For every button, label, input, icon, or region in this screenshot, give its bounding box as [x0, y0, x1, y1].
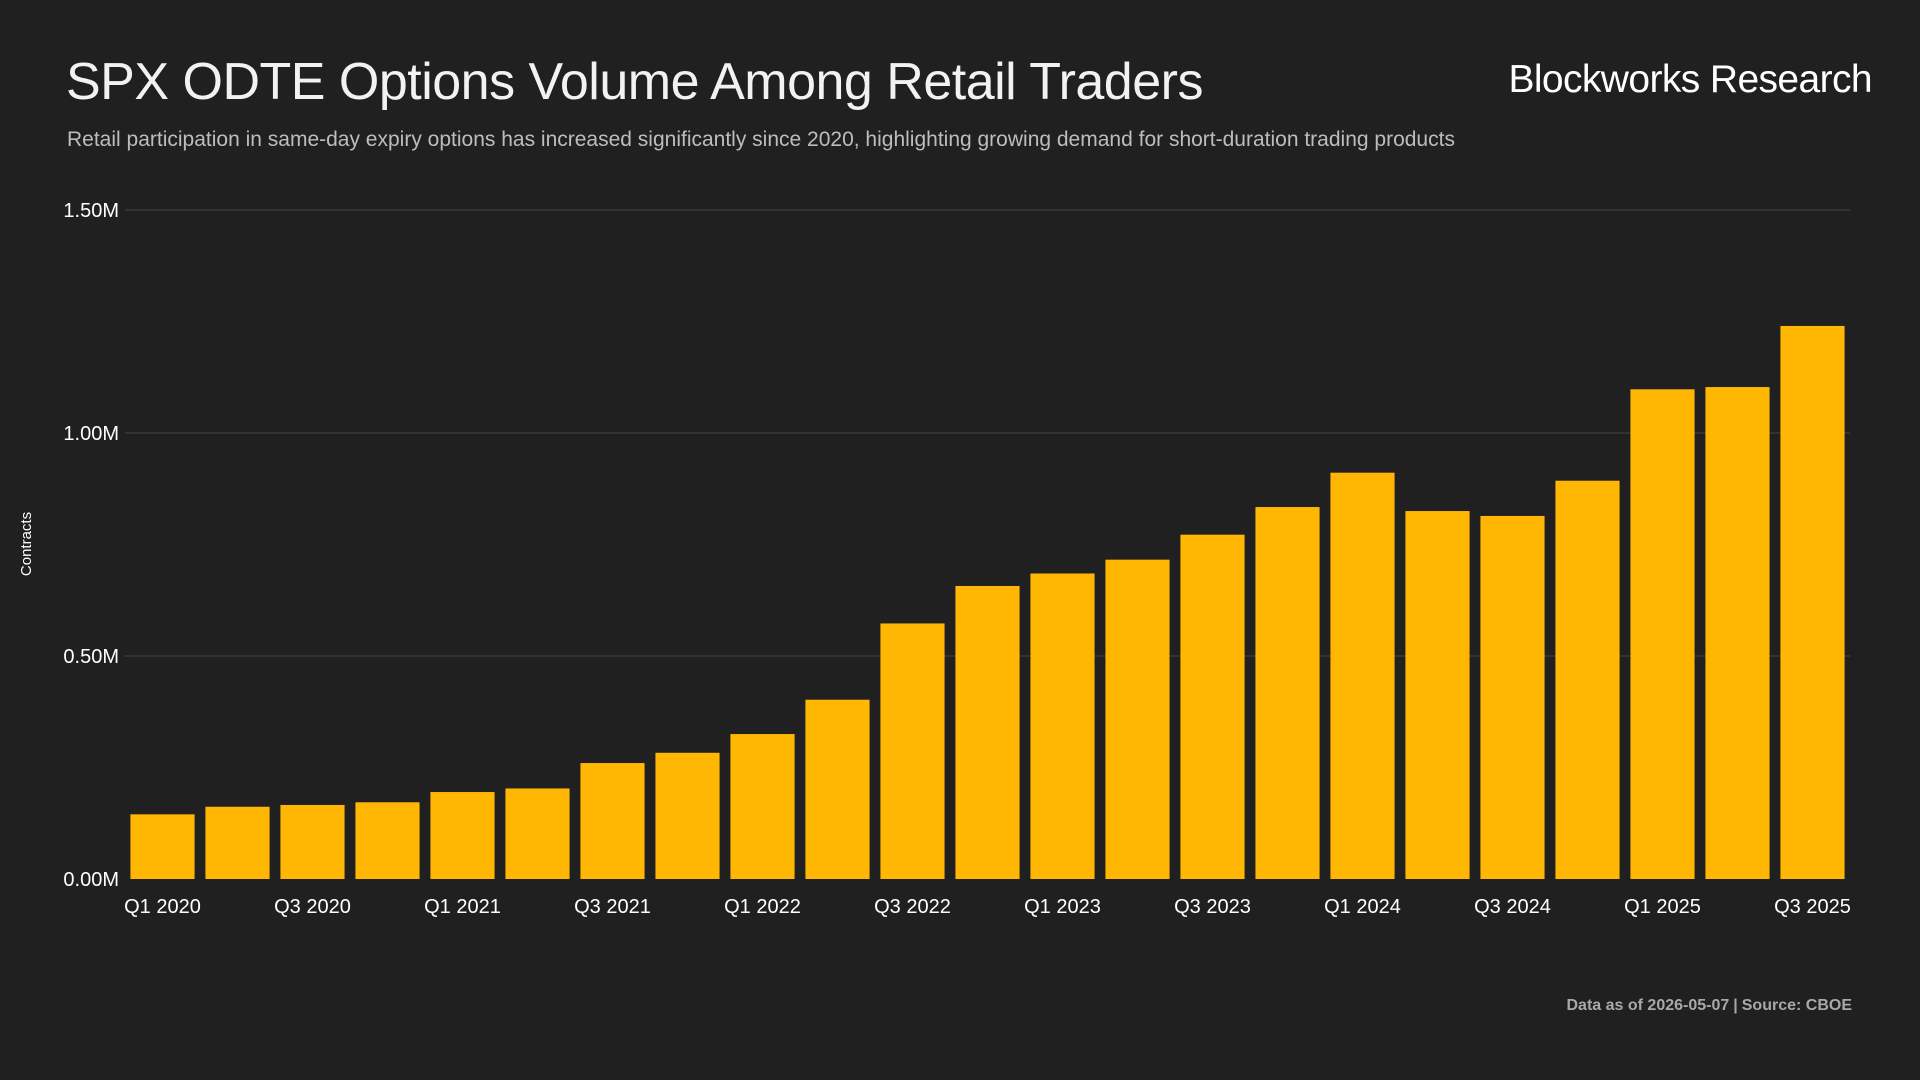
bar-q3-2024 [1480, 515, 1545, 879]
brand-logo-text: Blockworks Research [1508, 58, 1872, 101]
bar-q4-2022 [955, 585, 1020, 879]
y-tick-label: 1.50M [63, 200, 119, 222]
bars [130, 325, 1845, 880]
x-tick-label: Q1 2024 [1324, 896, 1401, 918]
bar-q3-2021 [580, 763, 645, 879]
chart-subtitle: Retail participation in same-day expiry … [67, 128, 1455, 151]
bar-q3-2020 [280, 804, 345, 879]
y-axis-label: Contracts [18, 512, 35, 576]
x-tick-label: Q3 2022 [874, 896, 951, 918]
x-tick-label: Q3 2023 [1174, 896, 1251, 918]
chart-title: SPX ODTE Options Volume Among Retail Tra… [66, 53, 1203, 111]
bar-q3-2022 [880, 623, 945, 879]
x-tick-label: Q1 2025 [1624, 896, 1701, 918]
source-text: Source: CBOE [1741, 997, 1852, 1014]
bar-q4-2024 [1555, 480, 1620, 879]
y-axis-ticks: 0.00M 0.50M 1.00M 1.50M [63, 200, 119, 891]
x-tick-label: Q1 2022 [724, 896, 801, 918]
y-tick-label: 0.00M [63, 869, 119, 891]
bar-q1-2024 [1330, 472, 1395, 879]
y-tick-label: 0.50M [63, 646, 119, 668]
footer-separator: | [1733, 997, 1738, 1014]
x-tick-label: Q3 2025 [1774, 896, 1851, 918]
bar-q1-2023 [1030, 573, 1095, 879]
x-tick-label: Q3 2024 [1474, 896, 1551, 918]
x-axis-ticks: Q1 2020 Q3 2020 Q1 2021 Q3 2021 Q1 2022 Q3 20… [124, 896, 1851, 918]
bar-q2-2021 [505, 788, 570, 879]
data-as-of-text: Data as of 2026-05-07 [1566, 997, 1730, 1014]
bar-q4-2023 [1255, 507, 1320, 879]
bar-q4-2021 [655, 752, 720, 879]
x-tick-label: Q1 2021 [424, 896, 501, 918]
bar-q2-2024 [1405, 511, 1470, 879]
y-tick-label: 1.00M [63, 423, 119, 445]
bar-q1-2021 [430, 792, 495, 879]
bar-q2-2022 [805, 699, 870, 879]
x-tick-label: Q3 2021 [574, 896, 651, 918]
bar-q1-2020 [130, 814, 195, 879]
footer-source: Data as of 2026-05-07 | Source: CBOE [1567, 997, 1853, 1015]
bar-q2-2023 [1105, 559, 1170, 879]
bar-q1-2022 [730, 734, 795, 879]
bar-q4-2020 [355, 802, 420, 879]
bar-q3-2023 [1180, 534, 1245, 879]
bar-q1-2025 [1630, 389, 1695, 879]
bar-q2-2025 [1705, 387, 1770, 879]
x-tick-label: Q3 2020 [274, 896, 351, 918]
bar-q3-2025 [1780, 325, 1845, 880]
bar-q2-2020 [205, 806, 270, 879]
x-tick-label: Q1 2023 [1024, 896, 1101, 918]
x-tick-label: Q1 2020 [124, 896, 201, 918]
